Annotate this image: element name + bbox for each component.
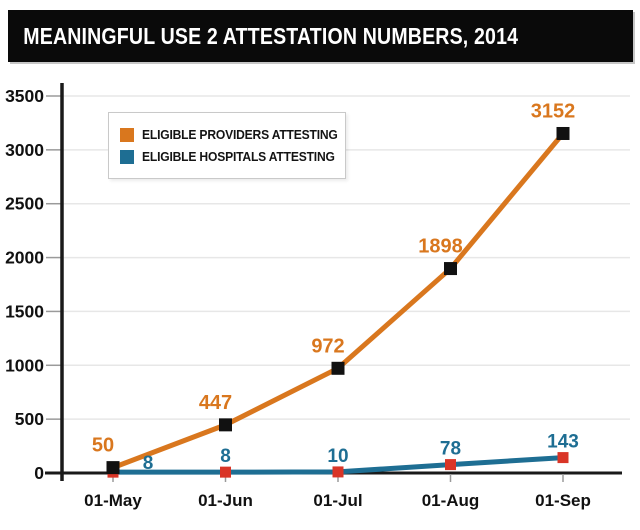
x-tick-label: 01-Jul xyxy=(313,491,362,510)
y-tick-label: 3500 xyxy=(5,86,44,106)
providers-marker xyxy=(106,461,120,475)
hospitals-data-label: 8 xyxy=(220,446,231,467)
y-tick-label: 1000 xyxy=(5,355,44,375)
legend-swatch-icon xyxy=(120,149,134,164)
hospitals-data-label: 143 xyxy=(547,432,579,453)
providers-line xyxy=(112,131,565,470)
legend: ELIGIBLE PROVIDERS ATTESTING ELIGIBLE HOS… xyxy=(108,112,346,179)
y-tick-label: 3000 xyxy=(5,140,44,160)
y-tick-label: 2500 xyxy=(5,194,44,214)
providers-marker xyxy=(556,126,570,140)
hospitals-marker xyxy=(557,452,569,464)
y-tick-label: 500 xyxy=(15,409,44,429)
legend-label: ELIGIBLE HOSPITALS ATTESTING xyxy=(142,149,335,164)
legend-label: ELIGIBLE PROVIDERS ATTESTING xyxy=(142,127,338,142)
hospitals-data-label: 8 xyxy=(143,453,154,474)
y-tick-label: 2000 xyxy=(5,248,44,268)
x-tick-label: 01-Sep xyxy=(535,491,591,510)
legend-item: ELIGIBLE HOSPITALS ATTESTING xyxy=(120,149,345,164)
providers-data-label: 1898 xyxy=(418,236,463,258)
x-tick-label: 01-Aug xyxy=(422,491,480,510)
hospitals-marker xyxy=(445,459,456,471)
legend-item: ELIGIBLE PROVIDERS ATTESTING xyxy=(120,127,345,142)
x-tick-label: 01-May xyxy=(84,491,142,510)
x-tick-label: 01-Jun xyxy=(198,491,253,510)
y-tick-label: 0 xyxy=(34,463,44,483)
providers-data-label: 447 xyxy=(199,392,232,414)
providers-marker xyxy=(444,262,457,276)
providers-data-label: 50 xyxy=(92,435,114,457)
hospitals-data-label: 78 xyxy=(440,439,461,460)
hospitals-marker xyxy=(332,466,344,478)
providers-data-label: 972 xyxy=(311,335,344,357)
y-tick-label: 1500 xyxy=(5,301,44,321)
providers-data-label: 3152 xyxy=(531,100,576,122)
legend-swatch-icon xyxy=(120,127,134,142)
page-title: MEANINGFUL USE 2 ATTESTATION NUMBERS, 20… xyxy=(23,22,519,49)
providers-marker xyxy=(219,418,232,432)
hospitals-data-label: 10 xyxy=(327,446,348,467)
hospitals-marker xyxy=(220,466,231,478)
providers-marker xyxy=(331,361,345,375)
title-banner: MEANINGFUL USE 2 ATTESTATION NUMBERS, 20… xyxy=(8,10,633,62)
